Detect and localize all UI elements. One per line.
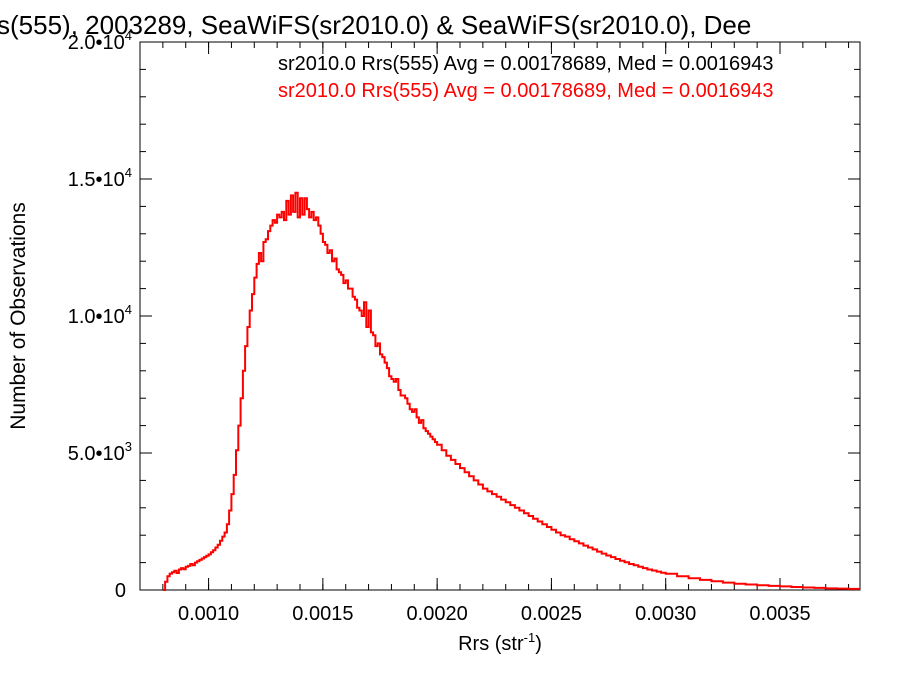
x-axis-ticks: 0.0010 0.0015 0.0020 0.0025 0.0030 0.0035 xyxy=(139,42,850,625)
chart-title: s(555), 2003289, SeaWiFS(sr2010.0) & Sea… xyxy=(0,10,751,40)
x-tick-label: 0.0015 xyxy=(292,603,353,625)
x-tick-label: 0.0010 xyxy=(178,603,239,625)
y-axis-ticks: 0 5.0•103 1.0•104 1.5•104 2.0•104 xyxy=(68,28,860,602)
x-tick-label: 0.0025 xyxy=(521,603,582,625)
x-axis-label: Rrs (str-1) xyxy=(458,630,542,655)
x-tick-label: 0.0035 xyxy=(749,603,810,625)
x-tick-label: 0.0020 xyxy=(407,603,468,625)
plot-frame xyxy=(139,41,861,591)
y-tick-label: 1.0•104 xyxy=(68,302,132,328)
x-tick-label: 0.0030 xyxy=(635,603,696,625)
legend-entry-2: sr2010.0 Rrs(555) Avg = 0.00178689, Med … xyxy=(278,80,774,102)
y-tick-label: 0 xyxy=(115,580,126,602)
legend-entry-1: sr2010.0 Rrs(555) Avg = 0.00178689, Med … xyxy=(278,53,774,75)
histogram-line xyxy=(162,191,860,591)
y-tick-label: 5.0•103 xyxy=(68,439,132,465)
y-tick-label: 1.5•104 xyxy=(68,165,132,191)
y-axis-label: Number of Observations xyxy=(7,202,30,430)
y-tick-label: 2.0•104 xyxy=(68,28,132,54)
